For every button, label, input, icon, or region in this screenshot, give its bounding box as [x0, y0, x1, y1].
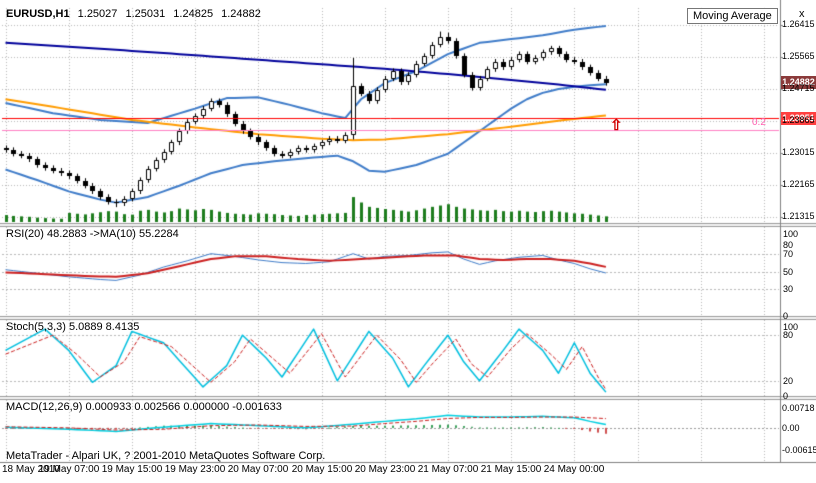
fibo-level-label: 0.2	[752, 117, 766, 128]
rsi-title: RSI(20) 48.2883 ->MA(10) 55.2284	[6, 228, 179, 240]
red-line-price-badge: 1.23951	[781, 112, 816, 125]
moving-average-indicator-chip[interactable]: Moving Average	[687, 8, 778, 24]
current-price-badge: 1.24882	[781, 76, 816, 89]
macd-title: MACD(12,26,9) 0.000933 0.002566 0.000000…	[6, 401, 282, 413]
open-value: 1.25027	[77, 8, 118, 20]
stoch-title: Stoch(5,3,3) 5.0889 8.4135	[6, 321, 140, 333]
chart-header: EURUSD,H1 1.25027 1.25031 1.24825 1.2488…	[6, 8, 266, 20]
low-value: 1.24825	[173, 8, 214, 20]
copyright-footer: MetaTrader - Alpari UK, ? 2001-2010 Meta…	[6, 450, 326, 462]
symbol-timeframe: EURUSD,H1	[6, 8, 70, 20]
high-value: 1.25031	[125, 8, 166, 20]
up-arrow-icon: ⇧	[610, 117, 623, 134]
indicator-close-button[interactable]: x	[799, 8, 805, 20]
close-value: 1.24882	[221, 8, 261, 20]
